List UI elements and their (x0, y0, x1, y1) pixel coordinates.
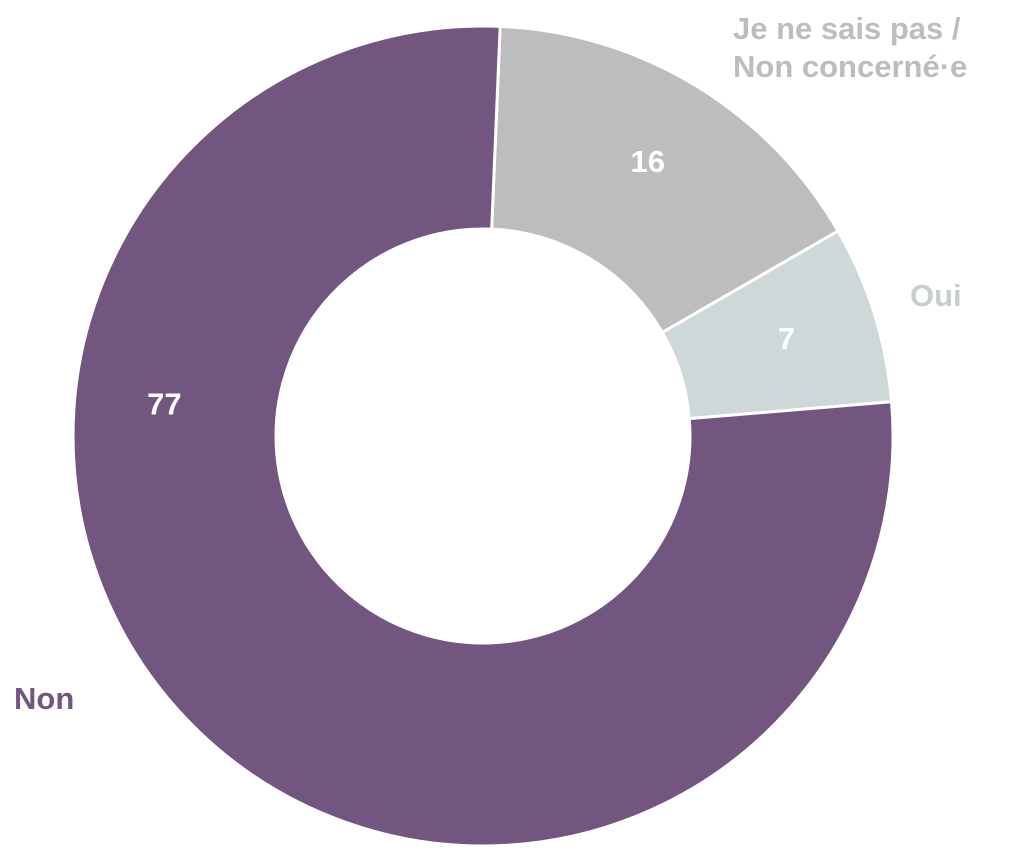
value-label: 7 (778, 321, 795, 356)
category-label: Non (14, 681, 75, 716)
value-label: 16 (630, 144, 664, 179)
donut-segment (71, 24, 895, 848)
category-label: Je ne sais pas / Non concerné·e (733, 11, 968, 84)
value-label: 77 (147, 386, 181, 421)
donut-segment (490, 24, 841, 335)
category-label: Oui (910, 278, 962, 313)
